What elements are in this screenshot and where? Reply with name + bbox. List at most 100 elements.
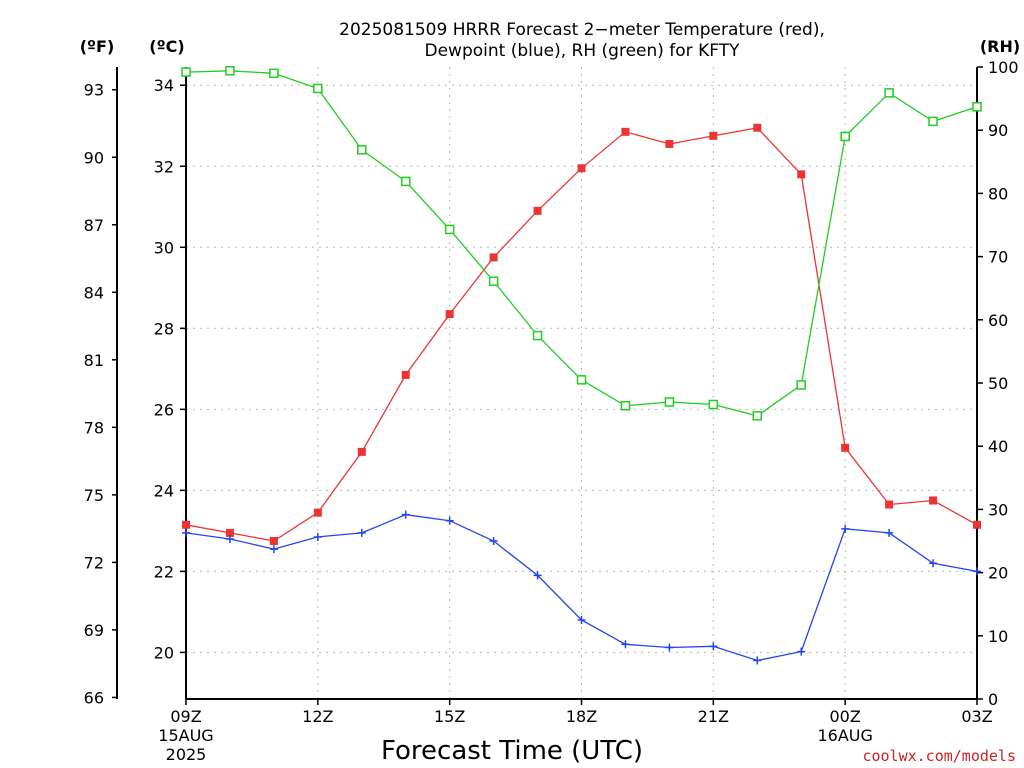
- chart-title-line-1: 2025081509 HRRR Forecast 2−meter Tempera…: [339, 20, 825, 40]
- rh-tick-label: 90: [988, 121, 1008, 140]
- celsius-tick-label: 26: [154, 400, 174, 419]
- rh-point: [444, 224, 455, 235]
- temperature-point: [225, 528, 234, 537]
- credit-text: coolwx.com/models: [862, 747, 1016, 765]
- temperature-point: [621, 127, 630, 136]
- time-tick-label: 15Z: [434, 707, 465, 726]
- dewpoint-point: [225, 534, 234, 543]
- dewpoint-point: [489, 537, 498, 545]
- rh-point: [532, 330, 543, 341]
- time-tick-label: 03Z: [961, 707, 992, 726]
- dewpoint-point: [182, 528, 190, 537]
- rh-point: [488, 276, 499, 286]
- fahrenheit-tick-label: 69: [84, 621, 104, 640]
- rh-tick-label: 80: [988, 184, 1008, 203]
- celsius-tick-label: 22: [154, 562, 174, 581]
- axes: [112, 66, 983, 705]
- dewpoint-point: [753, 656, 762, 665]
- celsius-tick-label: 30: [154, 238, 174, 257]
- dewpoint-point: [797, 647, 806, 656]
- temperature-point: [665, 139, 674, 148]
- rh-point: [225, 66, 235, 76]
- rh-point: [664, 397, 675, 407]
- dewpoint-point: [313, 532, 322, 541]
- rh-point: [313, 83, 323, 94]
- temperature-point: [577, 164, 586, 173]
- celsius-tick-label: 28: [154, 319, 174, 338]
- temperature-point: [709, 131, 718, 140]
- fahrenheit-tick-label: 75: [84, 486, 104, 505]
- rh-tick-label: 70: [988, 248, 1008, 267]
- tick-labels: 20 22 24 26 28 30 32 34 66 69 72 75 78 81 84 87 90 93 0 10 2…: [84, 58, 1019, 764]
- rh-tick-label: 50: [988, 374, 1008, 393]
- rh-point: [752, 411, 763, 421]
- rh-tick-label: 40: [988, 437, 1008, 456]
- rh-point: [357, 145, 367, 155]
- temperature-point: [357, 447, 366, 456]
- fahrenheit-tick-label: 90: [84, 148, 104, 167]
- temperature-point: [182, 520, 190, 529]
- dewpoint-point: [533, 571, 542, 580]
- fahrenheit-tick-label: 87: [84, 216, 104, 235]
- celsius-tick-label: 34: [154, 76, 174, 95]
- rh-point: [620, 401, 631, 411]
- rh-point: [840, 131, 850, 142]
- temperature-point: [929, 496, 938, 505]
- temperature-point: [753, 123, 762, 132]
- time-tick-label: 09Z: [170, 707, 201, 726]
- rh-tick-label: 0: [988, 690, 998, 709]
- temperature-point: [841, 443, 850, 452]
- rh-point: [576, 375, 587, 385]
- dewpoint-point: [929, 559, 938, 568]
- fahrenheit-tick-label: 66: [84, 688, 104, 707]
- dewpoint-point: [445, 516, 454, 525]
- rh-tick-label: 20: [988, 564, 1008, 583]
- rh-point: [400, 176, 411, 187]
- dewpoint-point: [973, 567, 981, 576]
- dewpoint-point: [577, 616, 586, 624]
- celsius-tick-label: 20: [154, 643, 174, 662]
- rh-point: [269, 68, 279, 79]
- fahrenheit-tick-label: 72: [84, 553, 104, 572]
- fahrenheit-tick-label: 78: [84, 418, 104, 437]
- x-axis-label: Forecast Time (UTC): [381, 736, 643, 766]
- temperature-point: [973, 520, 981, 529]
- dewpoint-point: [357, 528, 366, 537]
- time-tick-label: 18Z: [566, 707, 597, 726]
- chart-title-line-2: Dewpoint (blue), RH (green) for KFTY: [425, 41, 741, 61]
- time-tick-label: 00Z: [830, 707, 861, 726]
- dewpoint-point: [269, 545, 278, 554]
- time-date-label: 15AUG: [158, 726, 213, 745]
- rh-point: [884, 88, 894, 98]
- fahrenheit-tick-label: 81: [84, 351, 104, 370]
- rh-point: [708, 399, 719, 410]
- rh-point: [928, 116, 938, 127]
- temperature-point: [313, 508, 322, 517]
- rh-point: [181, 67, 191, 77]
- time-tick-label: 21Z: [698, 707, 729, 726]
- temperature-point: [533, 206, 542, 215]
- temperature-point: [489, 253, 498, 262]
- rh-point: [972, 102, 982, 112]
- dewpoint-point: [841, 524, 850, 533]
- dewpoint-point: [885, 528, 894, 537]
- dewpoint-point: [401, 510, 410, 519]
- fahrenheit-tick-label: 93: [84, 81, 104, 100]
- rh-tick-label: 10: [988, 627, 1008, 646]
- temperature-point: [797, 170, 806, 179]
- rh-point: [796, 380, 806, 390]
- time-date-label: 16AUG: [817, 726, 872, 745]
- celsius-tick-label: 24: [154, 481, 174, 500]
- temperature-point: [885, 500, 894, 509]
- rh-tick-label: 30: [988, 500, 1008, 519]
- temperature-point: [269, 537, 278, 545]
- celsius-tick-label: 32: [154, 157, 174, 176]
- fahrenheit-tick-label: 84: [84, 283, 104, 302]
- dewpoint-point: [621, 640, 630, 649]
- dewpoint-point: [665, 643, 674, 652]
- rh-tick-label: 60: [988, 311, 1008, 330]
- temperature-point: [401, 370, 410, 379]
- time-year-label: 2025: [166, 745, 207, 764]
- time-tick-label: 12Z: [302, 707, 333, 726]
